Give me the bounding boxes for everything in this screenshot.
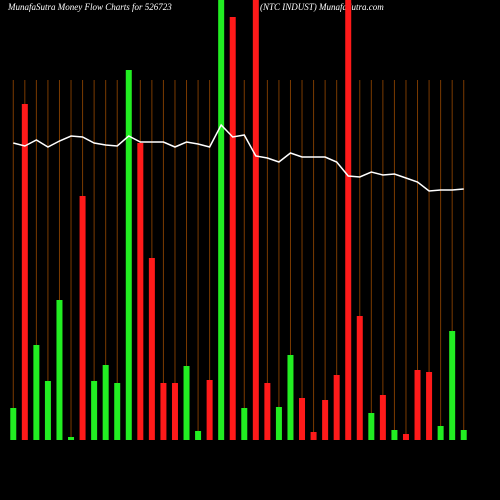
bar <box>195 431 202 440</box>
bar <box>229 17 236 440</box>
chart-title: MunafaSutra Money Flow Charts for 526723 <box>7 2 172 12</box>
bar <box>79 196 86 440</box>
bar <box>299 398 306 440</box>
bar <box>322 400 329 440</box>
bar <box>368 413 375 440</box>
bar <box>91 381 98 440</box>
bar <box>218 0 225 440</box>
bar <box>160 383 167 440</box>
bar <box>437 426 444 440</box>
bar <box>56 300 63 440</box>
bar <box>206 380 213 440</box>
bar <box>102 365 109 440</box>
bar <box>264 383 271 440</box>
bar <box>356 316 363 440</box>
bar <box>21 104 28 440</box>
bar <box>125 70 132 440</box>
bar <box>345 0 352 440</box>
bar <box>333 375 340 440</box>
bar <box>114 383 121 440</box>
bar <box>391 430 398 440</box>
bar <box>414 370 421 440</box>
bar <box>68 437 75 440</box>
bar <box>241 408 248 440</box>
bar <box>148 258 155 440</box>
bar <box>426 372 433 440</box>
bar <box>287 355 294 440</box>
bar <box>252 0 259 440</box>
bar <box>137 143 144 440</box>
bar <box>171 383 178 440</box>
bar <box>33 345 40 440</box>
bar <box>10 408 17 440</box>
money-flow-line <box>13 123 464 192</box>
bar <box>449 331 456 440</box>
bar <box>275 407 282 440</box>
bar <box>44 381 51 440</box>
bar <box>379 395 386 440</box>
bar <box>460 430 467 440</box>
bar <box>402 434 409 440</box>
chart-subtitle: (NTC INDUST) MunafaSutra.com <box>260 2 384 12</box>
bar <box>183 366 190 440</box>
bar <box>310 432 317 440</box>
